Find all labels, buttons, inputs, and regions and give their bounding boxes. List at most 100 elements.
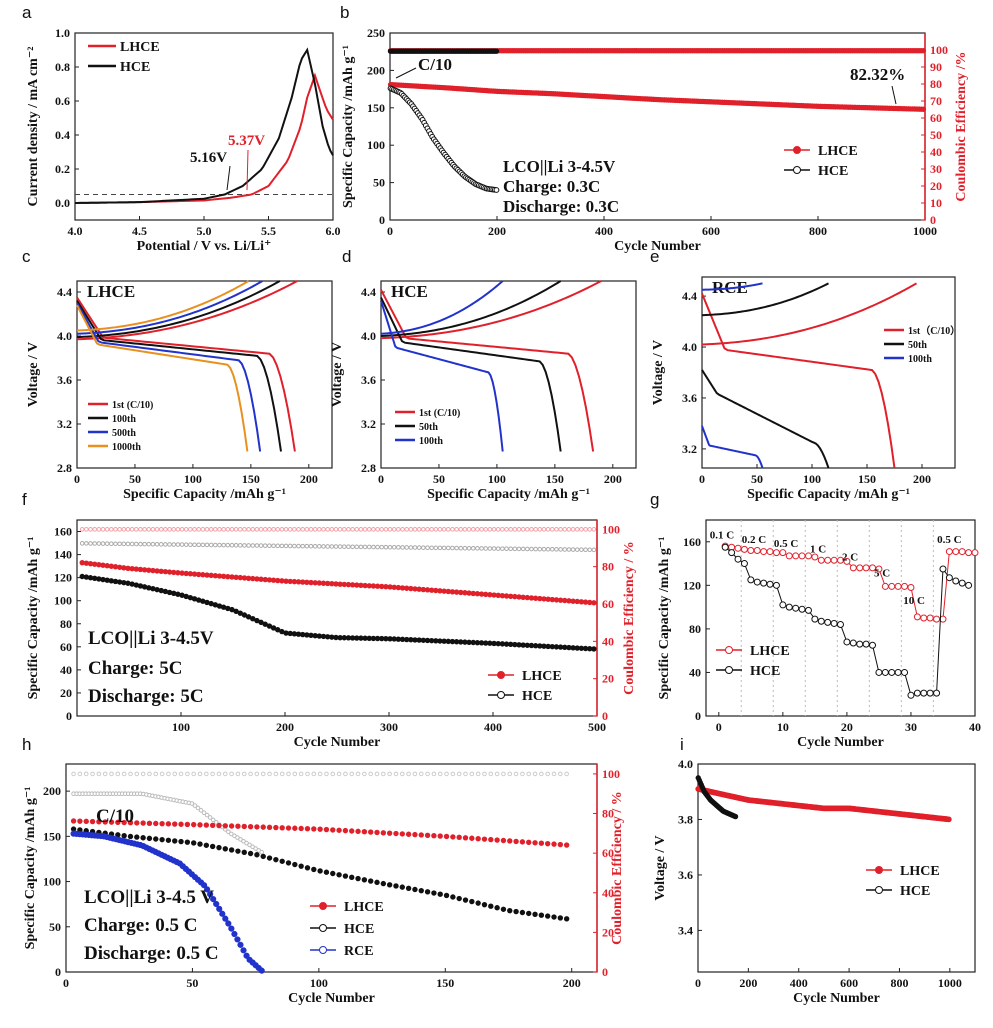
lhce-ce-point <box>279 527 285 532</box>
lhce-ce-point <box>566 527 572 532</box>
lhce-ce-point <box>204 771 209 777</box>
rce-ce-point <box>207 815 213 820</box>
hce-point <box>856 640 864 648</box>
lhce-ce-point <box>458 527 464 532</box>
lhce-capacity-point <box>108 819 115 825</box>
hce-capacity-point <box>336 872 342 878</box>
lhce-ce-point <box>304 527 310 532</box>
hce-capacity-point <box>159 836 165 843</box>
lhce-voltage-point <box>945 816 952 823</box>
panel-label-a: a <box>22 3 32 22</box>
discharge-curve-1 <box>701 369 830 469</box>
lhce-capacity-point <box>563 842 570 848</box>
y2-tick-label: 100 <box>602 767 620 781</box>
lhce-ce-point <box>362 527 368 532</box>
x-tick-label: 1000 <box>938 976 962 990</box>
arrow-5-16v <box>226 165 231 191</box>
hce-capacity-point <box>374 879 380 886</box>
hce-capacity-point <box>178 838 184 845</box>
y-tick-label: 0 <box>55 965 61 979</box>
rce-ce-point <box>259 849 265 855</box>
hce-point <box>888 668 896 676</box>
lhce-capacity-point <box>184 821 191 828</box>
hce-capacity-point <box>462 897 469 903</box>
hce-point <box>817 617 825 625</box>
legend-hce-marker <box>497 691 505 699</box>
lhce-ce-point <box>421 527 426 532</box>
x-tick-label: 50 <box>186 976 198 990</box>
lhce-ce-point <box>558 527 563 532</box>
legend-hce-marker <box>319 924 327 932</box>
lhce-capacity-point <box>538 840 545 846</box>
discharge-curve-1 <box>380 297 562 452</box>
y2-tick-label: 0 <box>602 709 608 723</box>
lhce-ce-point <box>520 771 525 777</box>
x-tick-label: 150 <box>436 976 454 990</box>
hce-point <box>760 579 768 587</box>
lhce-capacity-point <box>513 838 519 845</box>
hce-capacity-point <box>292 861 298 868</box>
x-axis-label: Specific Capacity /mAh g⁻¹ <box>427 487 590 502</box>
lhce-ce-point <box>90 771 95 777</box>
panel-label-b: b <box>340 3 349 22</box>
x-tick-label: 600 <box>840 976 858 990</box>
lhce-ce-point <box>488 771 494 777</box>
lhce-capacity-point <box>431 832 437 839</box>
hce-ce-point <box>325 544 330 549</box>
lhce-ce-point <box>393 771 399 777</box>
hce-capacity-point <box>165 837 172 843</box>
hce-ce-point <box>279 543 285 549</box>
lhce-ce-point <box>501 771 506 777</box>
lhce-ce-point <box>79 527 85 532</box>
lhce-capacity-point <box>311 826 317 832</box>
annotation-cell: LCO||Li 3-4.5V <box>503 157 616 176</box>
hce-ce-point <box>188 542 193 548</box>
lhce-ce-point <box>246 527 251 532</box>
hce-point <box>747 576 755 584</box>
lhce-ce-point <box>529 527 534 532</box>
lhce-capacity-point <box>83 818 89 825</box>
lhce-ce-point <box>479 527 484 532</box>
hce-capacity-point <box>349 874 355 880</box>
y-tick-label: 0.0 <box>55 196 70 210</box>
hce-ce-point <box>175 542 181 547</box>
y-axis-label: Voltage / V <box>330 342 345 407</box>
lhce-ce-point <box>483 527 489 532</box>
lhce-ce-point <box>92 527 97 532</box>
hce-capacity-point <box>488 903 494 909</box>
lhce-ce-point <box>147 771 152 777</box>
hce-ce-point <box>500 546 505 551</box>
y-tick-label: 0.8 <box>55 60 70 74</box>
hce-capacity-point <box>386 882 393 888</box>
lhce-point <box>875 565 883 573</box>
lhce-ce-point <box>533 527 538 532</box>
annotation-charge: Charge: 0.5 C <box>84 915 197 936</box>
lhce-ce-point <box>368 771 373 777</box>
hce-ce-point <box>262 543 268 548</box>
rce-capacity-point <box>240 947 247 954</box>
lhce-ce-point <box>129 527 135 532</box>
y-tick-label: 1.0 <box>55 26 70 40</box>
lhce-capacity-point <box>317 826 323 832</box>
lhce-point <box>907 584 915 592</box>
legend-hce-label: HCE <box>344 922 374 937</box>
panel-label-f: f <box>22 490 27 509</box>
hce-ce-point <box>221 542 226 548</box>
y-axis-label: Voltage / V <box>653 835 668 900</box>
y-tick-label: 200 <box>43 784 61 798</box>
x-tick-label: 150 <box>242 472 260 486</box>
hce-ce-point <box>475 546 480 551</box>
lhce-capacity-point <box>393 830 399 837</box>
hce-ce-point <box>183 542 189 547</box>
hce-ce-point <box>379 544 385 550</box>
y2-tick-label: 30 <box>930 162 942 176</box>
hce-ce-point <box>421 545 426 550</box>
charge-curve-2 <box>76 280 263 335</box>
discharge-curve-0 <box>380 289 595 452</box>
lhce-ce-point <box>512 527 518 532</box>
hce-ce-point <box>520 546 526 552</box>
lhce-ce-point <box>258 527 264 532</box>
panel-g: g 0 10 20 30 40 0 40 80 120 160 Cycle Number Specifi… <box>650 490 981 750</box>
